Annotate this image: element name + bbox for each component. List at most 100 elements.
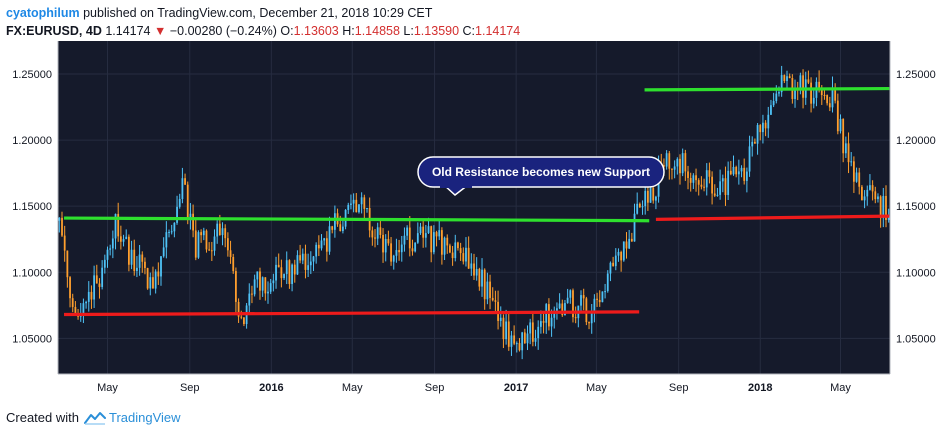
candle-body — [454, 242, 457, 259]
candle-body — [834, 87, 837, 101]
candle-body — [267, 291, 269, 294]
candle-body — [93, 275, 96, 300]
y-tick-label-right: 1.25000 — [896, 69, 936, 81]
candle-body — [679, 158, 681, 174]
candle-body — [87, 291, 90, 302]
candle-body — [119, 236, 122, 242]
candle-body — [869, 185, 871, 190]
x-tick-label: Sep — [180, 382, 200, 394]
candle-body — [350, 203, 352, 205]
candle-body — [681, 153, 684, 174]
candle-body — [325, 238, 328, 252]
candle-body — [850, 161, 853, 163]
candle-body — [574, 317, 577, 319]
candle-body — [248, 293, 251, 306]
candle-body — [491, 297, 494, 301]
candle-body — [210, 250, 213, 252]
candle-body — [735, 166, 738, 175]
candle-body — [703, 186, 705, 188]
candle-body — [243, 317, 245, 325]
annotation-text: Old Resistance becomes new Support — [432, 165, 650, 179]
down-arrow-icon: ▼ — [154, 24, 167, 38]
candle-body — [291, 264, 293, 284]
x-tick-label: May — [586, 382, 607, 394]
x-tick-label: 2017 — [504, 382, 528, 394]
candle-body — [451, 252, 454, 259]
candle-body — [770, 105, 772, 115]
y-tick-label-left: 1.10000 — [12, 267, 52, 279]
candle-body — [224, 228, 227, 239]
candle-body — [828, 103, 831, 108]
candle-body — [342, 226, 344, 232]
candle-body — [786, 76, 788, 82]
candle-body — [550, 317, 553, 327]
low-value: 1.13590 — [413, 24, 460, 38]
candle-body — [400, 244, 403, 253]
y-axis-right[interactable]: 1.25000 1.20000 1.15000 1.10000 1.05000 — [889, 41, 936, 374]
x-tick-label: 2016 — [259, 382, 283, 394]
candle-body — [887, 216, 890, 220]
candle-body — [168, 231, 170, 233]
y-tick-label-left: 1.15000 — [12, 201, 52, 213]
y-axis-left[interactable]: 1.25000 1.20000 1.15000 1.10000 1.05000 — [12, 41, 59, 374]
candle-body — [475, 268, 478, 276]
candle-body — [732, 166, 735, 175]
candle-body — [478, 268, 481, 287]
candle-body — [794, 87, 796, 99]
candle-body — [293, 264, 296, 275]
candle-body — [312, 256, 315, 262]
candle-body — [839, 118, 842, 132]
candle-body — [877, 196, 879, 200]
candle-body — [756, 125, 759, 144]
candle-body — [676, 158, 679, 167]
candle-body — [609, 262, 612, 274]
candle-body — [194, 230, 197, 258]
candle-body — [743, 167, 746, 181]
tradingview-brand[interactable]: TradingView — [108, 410, 181, 425]
candle-body — [288, 260, 291, 284]
candle-body — [724, 178, 727, 195]
candle-body — [748, 146, 751, 172]
candle-body — [162, 247, 165, 257]
candle-body — [529, 322, 532, 334]
candle-body — [457, 242, 459, 249]
candle-body — [523, 332, 526, 344]
candle-body — [446, 237, 449, 246]
candlestick-chart[interactable]: Old Resistance becomes new Support 1.250… — [0, 41, 947, 402]
candle-body — [114, 213, 117, 239]
candle-body — [432, 232, 435, 253]
chart-area[interactable]: Old Resistance becomes new Support 1.250… — [0, 41, 947, 402]
candle-body — [692, 175, 695, 183]
candle-body — [502, 317, 505, 340]
candle-body — [638, 203, 641, 208]
candle-body — [885, 195, 887, 220]
candle-body — [331, 226, 334, 230]
candle-body — [684, 153, 687, 172]
candle-body — [783, 75, 786, 82]
author-name[interactable]: cyatophilum — [6, 6, 80, 20]
candle-body — [671, 168, 673, 170]
candle-body — [585, 298, 588, 323]
candle-body — [333, 213, 336, 230]
candle-body — [601, 291, 604, 303]
candle-body — [467, 247, 470, 269]
candle-body — [836, 100, 839, 132]
candle-body — [473, 263, 475, 276]
high-label: H: — [342, 24, 355, 38]
close-value: 1.14174 — [475, 24, 521, 38]
candle-body — [628, 238, 631, 249]
candle-body — [705, 170, 708, 188]
x-axis[interactable]: May Sep 2016 May Sep 2017 May Sep 2018 May — [58, 373, 890, 394]
candle-body — [462, 253, 465, 262]
candle-body — [221, 228, 224, 236]
price-change: −0.00280 (−0.24%) — [169, 24, 277, 38]
candle-body — [146, 268, 149, 289]
candle-body — [384, 238, 387, 253]
created-with-label: Created with — [6, 410, 79, 425]
candle-body — [847, 143, 850, 163]
candle-body — [646, 190, 649, 203]
candle-body — [170, 231, 173, 233]
candle-body — [138, 254, 141, 268]
candle-body — [371, 230, 374, 238]
footer: Created with TradingView — [6, 410, 181, 425]
